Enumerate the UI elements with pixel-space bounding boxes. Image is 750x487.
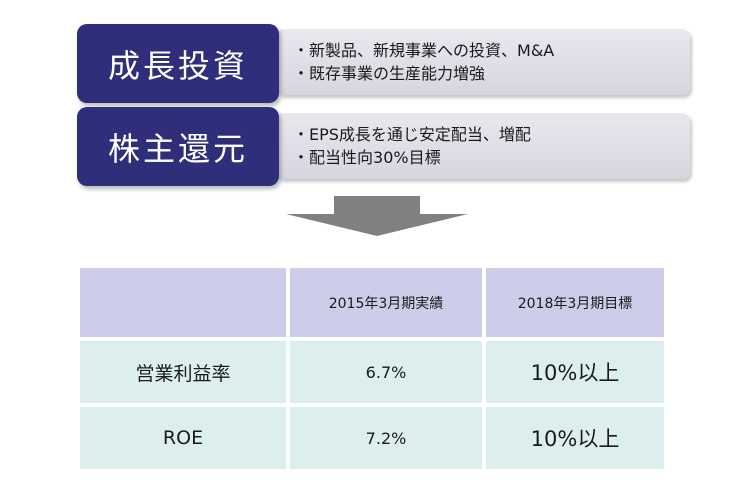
row-label: ROE: [76, 403, 290, 473]
table-header-row: 2015年3月期実績 2018年3月期目標: [76, 264, 668, 341]
growth-investment-list: 新製品、新規事業への投資、M&A 既存事業の生産能力増強: [276, 29, 690, 85]
target-value: 10%以上: [482, 403, 668, 473]
list-item: 既存事業の生産能力増強: [293, 62, 690, 85]
target-value: 10%以上: [482, 337, 668, 407]
down-arrow-icon: [286, 196, 468, 236]
list-item: 配当性向30%目標: [293, 146, 690, 169]
shareholder-return-label: 株主還元: [77, 107, 279, 186]
list-item: 新製品、新規事業への投資、M&A: [293, 39, 690, 62]
growth-investment-label: 成長投資: [77, 24, 279, 103]
actual-value: 6.7%: [286, 337, 486, 407]
actual-value: 7.2%: [286, 403, 486, 473]
growth-investment-panel: 新製品、新規事業への投資、M&A 既存事業の生産能力増強: [276, 29, 690, 95]
table-row: ROE 7.2% 10%以上: [76, 403, 668, 473]
results-table: 2015年3月期実績 2018年3月期目標 営業利益率 6.7% 10%以上 R…: [76, 264, 668, 473]
list-item: EPS成長を通じ安定配当、増配: [293, 123, 690, 146]
shareholder-return-panel: EPS成長を通じ安定配当、増配 配当性向30%目標: [276, 113, 690, 179]
table-header-cell: [76, 264, 290, 341]
row-label: 営業利益率: [76, 337, 290, 407]
table-header-cell: 2015年3月期実績: [286, 264, 486, 341]
shareholder-return-list: EPS成長を通じ安定配当、増配 配当性向30%目標: [276, 113, 690, 169]
table-row: 営業利益率 6.7% 10%以上: [76, 337, 668, 407]
table-header-cell: 2018年3月期目標: [482, 264, 668, 341]
